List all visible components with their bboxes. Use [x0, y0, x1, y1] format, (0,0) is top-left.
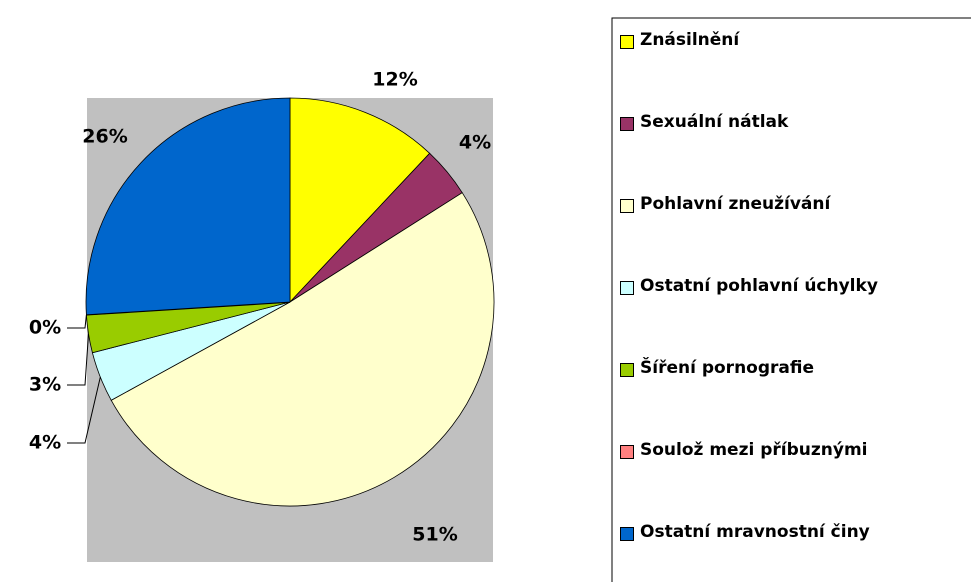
legend-label: Šíření pornografie — [640, 358, 815, 378]
data-label: 12% — [372, 69, 417, 91]
legend-item: Soulož mezi příbuznými — [620, 440, 971, 522]
legend-item: Sexuální nátlak — [620, 112, 971, 194]
leader-line — [67, 376, 101, 444]
data-label: 26% — [82, 126, 127, 148]
leader-line — [67, 314, 87, 329]
legend-label: Soulož mezi příbuznými — [640, 440, 868, 460]
pie-slice — [289, 97, 431, 304]
legend-swatch — [620, 35, 634, 49]
data-label: 3% — [29, 374, 61, 396]
data-label: 4% — [459, 132, 491, 154]
legend-swatch — [620, 445, 634, 459]
legend-label: Ostatní mravnostní činy — [640, 522, 870, 542]
data-label: 4% — [29, 432, 61, 454]
legend-item: Znásilnění — [620, 30, 971, 112]
legend-item: Ostatní pohlavní úchylky — [620, 276, 971, 358]
legend: Znásilnění Sexuální nátlak Pohlavní zneuží… — [620, 30, 971, 582]
data-label: 51% — [412, 524, 457, 546]
legend-label: Pohlavní zneužívání — [640, 194, 831, 214]
legend-swatch — [620, 363, 634, 377]
legend-item: Pohlavní zneužívání — [620, 194, 971, 276]
legend-label: Sexuální nátlak — [640, 112, 789, 132]
legend-swatch — [620, 199, 634, 213]
pie-slice — [110, 192, 495, 507]
pie-slice — [85, 97, 291, 316]
data-label: 0% — [29, 317, 61, 339]
legend-swatch — [620, 281, 634, 295]
legend-item: Šíření pornografie — [620, 358, 971, 440]
legend-label: Ostatní pohlavní úchylky — [640, 276, 878, 296]
legend-border — [611, 17, 971, 582]
legend-swatch — [620, 527, 634, 541]
legend-label: Znásilnění — [640, 30, 740, 50]
legend-swatch — [620, 117, 634, 131]
leader-line — [67, 333, 90, 386]
legend-item: Ostatní mravnostní činy — [620, 522, 971, 582]
